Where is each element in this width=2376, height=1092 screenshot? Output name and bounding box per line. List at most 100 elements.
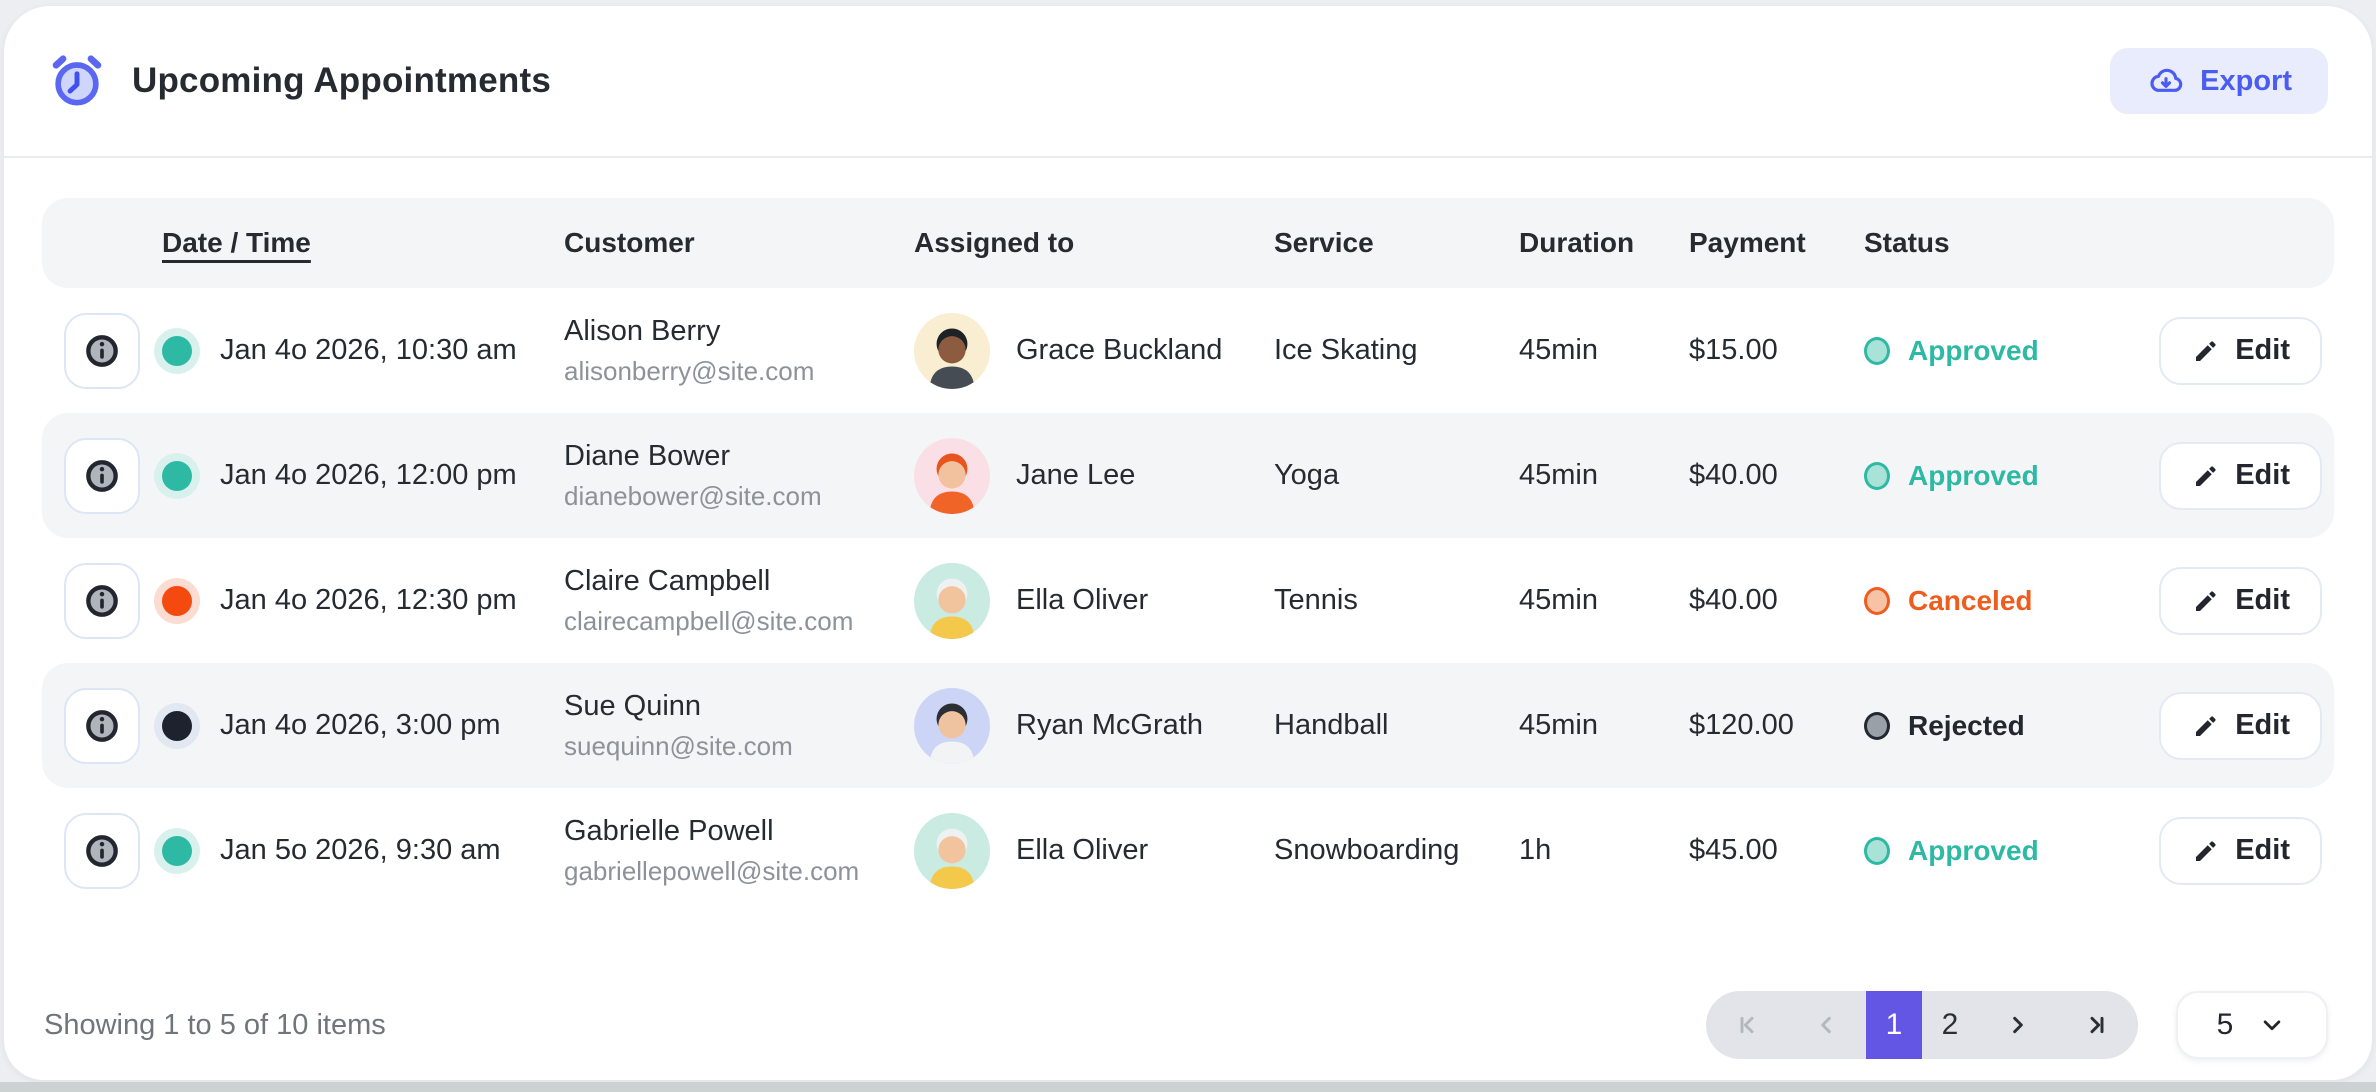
assignee-name: Ella Oliver <box>1016 584 1149 616</box>
row-date-cell: Jan 5o 2026, 9:30 am <box>162 834 564 867</box>
title-wrap: Upcoming Appointments <box>46 50 551 112</box>
row-date-cell: Jan 4o 2026, 12:30 pm <box>162 584 564 617</box>
status-cell: Approved <box>1864 835 2149 867</box>
row-customer-cell: Gabrielle Powell gabriellepowell@site.co… <box>564 815 914 887</box>
row-info-cell <box>42 812 162 889</box>
service-cell: Snowboarding <box>1274 834 1460 866</box>
items-summary: Showing 1 to 5 of 10 items <box>44 1008 386 1041</box>
table-row: Jan 4o 2026, 12:00 pm Diane Bower dianeb… <box>42 413 2334 538</box>
appointment-status-dot <box>162 460 192 491</box>
info-icon <box>86 584 118 617</box>
row-date-cell: Jan 4o 2026, 3:00 pm <box>162 709 564 742</box>
row-info-button[interactable] <box>64 687 140 764</box>
row-customer-cell: Diane Bower dianebower@site.com <box>564 440 914 512</box>
row-edit-cell: Edit <box>2149 816 2334 885</box>
appointment-status-dot <box>162 335 192 366</box>
duration-cell: 45min <box>1519 334 1598 366</box>
appointment-datetime: Jan 5o 2026, 9:30 am <box>220 834 501 866</box>
row-date-cell: Jan 4o 2026, 10:30 am <box>162 334 564 367</box>
customer-name: Diane Bower <box>564 439 731 472</box>
status-cell: Approved <box>1864 335 2149 367</box>
page-button-2[interactable]: 2 <box>1922 991 1978 1059</box>
row-info-button[interactable] <box>64 312 140 389</box>
info-icon <box>86 459 118 492</box>
duration-cell: 45min <box>1519 459 1598 491</box>
row-assigned-cell: Grace Buckland <box>914 312 1274 389</box>
assignee-avatar <box>914 437 990 514</box>
edit-button[interactable]: Edit <box>2159 816 2322 885</box>
appointment-datetime: Jan 4o 2026, 10:30 am <box>220 334 517 366</box>
status-cell: Approved <box>1864 460 2149 492</box>
page-button-1[interactable]: 1 <box>1866 991 1922 1059</box>
edit-button[interactable]: Edit <box>2159 566 2322 635</box>
status-label: Approved <box>1908 459 2039 491</box>
avatar-illustration <box>929 827 975 889</box>
edit-label: Edit <box>2235 834 2290 866</box>
header-payment: Payment <box>1689 227 1806 258</box>
customer-email: suequinn@site.com <box>564 730 793 761</box>
first-page-button[interactable] <box>1706 991 1786 1059</box>
duration-cell: 45min <box>1519 584 1598 616</box>
row-customer-cell: Claire Campbell clairecampbell@site.com <box>564 565 914 637</box>
row-info-button[interactable] <box>64 437 140 514</box>
status-dot <box>1864 586 1890 615</box>
assignee-name: Grace Buckland <box>1016 334 1223 366</box>
last-page-button[interactable] <box>2058 991 2138 1059</box>
appointment-status-dot <box>162 710 192 741</box>
appointment-status-dot <box>162 835 192 866</box>
previous-page-button[interactable] <box>1786 991 1866 1059</box>
edit-label: Edit <box>2235 709 2290 741</box>
status-label: Approved <box>1908 334 2039 366</box>
edit-button[interactable]: Edit <box>2159 441 2322 510</box>
avatar-illustration <box>929 702 975 764</box>
header-duration: Duration <box>1519 227 1635 258</box>
info-icon <box>86 334 118 367</box>
customer-name: Gabrielle Powell <box>564 814 774 847</box>
status-dot <box>1864 336 1890 365</box>
row-info-button[interactable] <box>64 562 140 639</box>
row-edit-cell: Edit <box>2149 441 2334 510</box>
row-edit-cell: Edit <box>2149 691 2334 760</box>
service-cell: Tennis <box>1274 584 1358 616</box>
payment-cell: $120.00 <box>1689 709 1794 741</box>
appointment-datetime: Jan 4o 2026, 12:30 pm <box>220 584 517 616</box>
edit-label: Edit <box>2235 459 2290 491</box>
row-info-button[interactable] <box>64 812 140 889</box>
payment-cell: $45.00 <box>1689 834 1778 866</box>
payment-cell: $15.00 <box>1689 334 1778 366</box>
card-header: Upcoming Appointments Export <box>4 6 2372 156</box>
row-assigned-cell: Ryan McGrath <box>914 687 1274 764</box>
export-button[interactable]: Export <box>2110 48 2328 114</box>
payment-cell: $40.00 <box>1689 584 1778 616</box>
header-customer: Customer <box>564 227 695 258</box>
table-row: Jan 4o 2026, 10:30 am Alison Berry aliso… <box>42 288 2334 413</box>
next-page-button[interactable] <box>1978 991 2058 1059</box>
page-title: Upcoming Appointments <box>132 61 551 100</box>
edit-button[interactable]: Edit <box>2159 316 2322 385</box>
cloud-download-icon <box>2150 68 2183 92</box>
row-info-cell <box>42 437 162 514</box>
page-size-select[interactable]: 5 <box>2176 991 2328 1059</box>
customer-name: Sue Quinn <box>564 689 702 722</box>
status-dot <box>1864 836 1890 865</box>
first-page-icon <box>1740 1016 1754 1034</box>
pencil-icon <box>2196 715 2216 736</box>
row-info-cell <box>42 687 162 764</box>
appointment-datetime: Jan 4o 2026, 12:00 pm <box>220 459 517 491</box>
table-row: Jan 4o 2026, 12:30 pm Claire Campbell cl… <box>42 538 2334 663</box>
edit-button[interactable]: Edit <box>2159 691 2322 760</box>
status-label: Canceled <box>1908 584 2033 616</box>
header-date-time[interactable]: Date / Time <box>162 227 311 258</box>
chevron-down-icon <box>2264 1020 2281 1031</box>
header-divider <box>4 156 2372 158</box>
avatar-illustration <box>929 452 975 514</box>
appointment-datetime: Jan 4o 2026, 3:00 pm <box>220 709 501 741</box>
header-status: Status <box>1864 227 1950 258</box>
row-assigned-cell: Jane Lee <box>914 437 1274 514</box>
table-header-row: Date / Time Customer Assigned to Service… <box>42 198 2334 288</box>
assignee-avatar <box>914 562 990 639</box>
row-date-cell: Jan 4o 2026, 12:00 pm <box>162 459 564 492</box>
